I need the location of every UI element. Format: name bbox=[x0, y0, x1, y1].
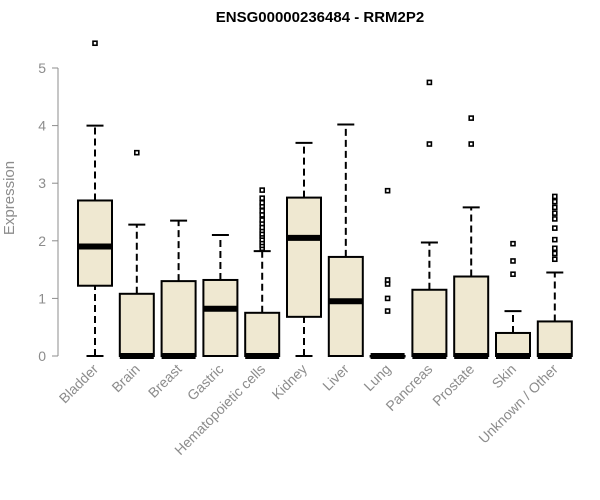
box-unknown-other bbox=[536, 193, 573, 359]
outlier-point bbox=[384, 308, 391, 314]
iqr-box bbox=[453, 275, 490, 357]
boxes-group bbox=[77, 40, 573, 359]
outlier-point bbox=[259, 195, 266, 201]
x-tick-label: Bladder bbox=[56, 361, 102, 407]
outlier-point bbox=[551, 236, 558, 243]
iqr-box bbox=[202, 278, 239, 357]
iqr-box bbox=[118, 292, 155, 357]
outlier-point bbox=[468, 141, 475, 147]
y-axis-label: Expression bbox=[1, 161, 18, 235]
iqr-box bbox=[160, 280, 197, 357]
x-tick-label: Breast bbox=[145, 361, 185, 401]
outlier-point bbox=[384, 277, 391, 283]
x-tick-label: Brain bbox=[108, 361, 142, 395]
box-skin bbox=[495, 240, 531, 359]
outlier-point bbox=[468, 115, 475, 121]
outlier-point bbox=[92, 40, 98, 47]
box-breast bbox=[160, 219, 197, 359]
outlier-point bbox=[510, 258, 516, 264]
outlier-point bbox=[259, 187, 266, 193]
iqr-box bbox=[411, 288, 448, 358]
iqr-box bbox=[286, 196, 322, 318]
box-lung bbox=[369, 187, 406, 359]
box-gastric bbox=[202, 234, 239, 357]
outlier-point bbox=[384, 187, 391, 194]
outlier-point bbox=[551, 225, 558, 231]
iqr-box bbox=[536, 320, 573, 358]
box-hematopoietic-cells bbox=[244, 187, 281, 359]
y-tick-label: 2 bbox=[38, 233, 46, 249]
box-brain bbox=[118, 149, 155, 359]
x-tick-label: Kidney bbox=[269, 361, 311, 403]
iqr-box bbox=[327, 255, 364, 358]
outlier-point bbox=[551, 193, 558, 200]
box-liver bbox=[327, 123, 364, 358]
outlier-point bbox=[551, 256, 558, 263]
y-tick-label: 5 bbox=[38, 60, 46, 76]
outlier-point bbox=[510, 271, 516, 278]
outlier-point bbox=[259, 217, 266, 223]
outlier-point bbox=[510, 240, 516, 247]
x-tick-label: Skin bbox=[489, 361, 520, 392]
y-tick-label: 3 bbox=[38, 175, 46, 191]
y-tick-label: 1 bbox=[38, 290, 46, 306]
box-prostate bbox=[453, 115, 490, 359]
iqr-box bbox=[77, 199, 113, 287]
y-tick-label: 4 bbox=[38, 118, 46, 134]
x-tick-label: Liver bbox=[319, 361, 352, 394]
outlier-point bbox=[551, 204, 558, 211]
outlier-point bbox=[384, 295, 391, 302]
outlier-point bbox=[551, 210, 558, 216]
x-tick-label: Lung bbox=[360, 361, 393, 394]
box-bladder bbox=[77, 40, 113, 357]
box-pancreas bbox=[411, 79, 448, 359]
x-tick-label: Unknown / Other bbox=[475, 361, 561, 447]
outlier-point bbox=[426, 79, 433, 86]
y-tick-label: 0 bbox=[38, 348, 46, 364]
x-tick-label: Prostate bbox=[429, 361, 477, 409]
iqr-box bbox=[495, 331, 531, 357]
outlier-point bbox=[551, 216, 558, 222]
outlier-point bbox=[259, 208, 266, 214]
outlier-point bbox=[426, 141, 433, 147]
outlier-point bbox=[134, 149, 140, 156]
outlier-point bbox=[551, 245, 558, 252]
outlier-point bbox=[259, 199, 266, 206]
outlier-point bbox=[551, 250, 558, 257]
outlier-point bbox=[551, 198, 558, 205]
iqr-box bbox=[244, 311, 281, 357]
chart-title: ENSG00000236484 - RRM2P2 bbox=[216, 9, 424, 26]
box-kidney bbox=[286, 141, 322, 357]
y-axis: 0 1 2 3 4 5 bbox=[38, 60, 59, 364]
